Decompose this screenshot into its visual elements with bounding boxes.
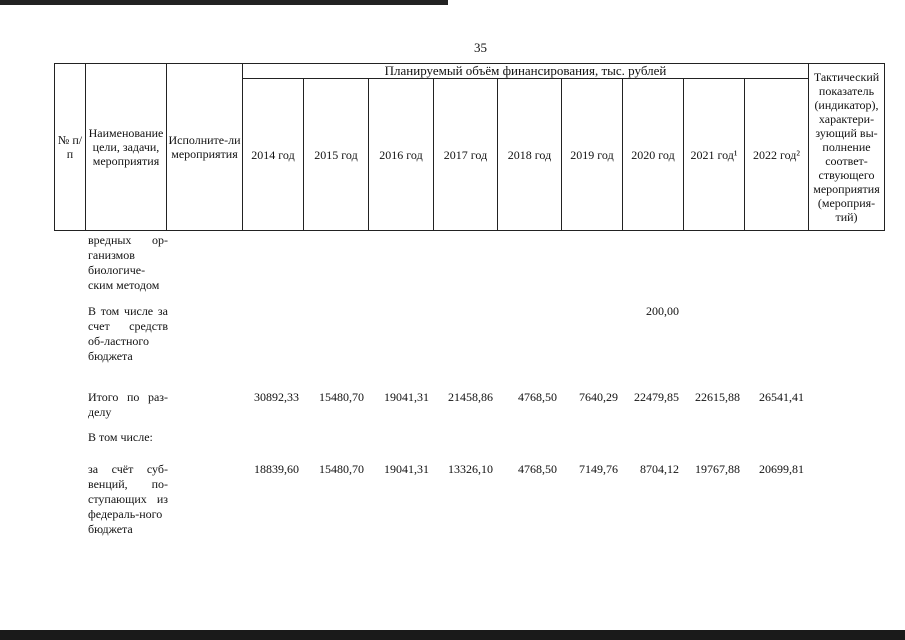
row-value: 8704,12 (640, 462, 679, 476)
header-year-text: 2015 год (314, 147, 358, 162)
header-year-text: 2022 год² (753, 147, 800, 162)
row-value: 15480,70 (319, 390, 364, 404)
header-year: 2016 год (368, 78, 434, 231)
header-year: 2017 год (433, 78, 498, 231)
header-no: № п/п (54, 63, 86, 231)
row-label: В том числе за счет средств об-ластного … (88, 304, 168, 363)
row-value: 7640,29 (579, 390, 618, 404)
scan-border-bottom (0, 630, 905, 640)
row-value: 15480,70 (319, 462, 364, 476)
row-value: 7149,76 (579, 462, 618, 476)
row-value: 4768,50 (518, 462, 557, 476)
header-year-text: 2021 год¹ (690, 147, 738, 162)
header-funding: Планируемый объём финансирования, тыс. р… (242, 63, 809, 79)
header-name-text: Наименование цели, задачи, мероприятия (88, 126, 164, 168)
header-executor-text: Исполните-ли мероприятия (168, 133, 241, 161)
row-value: 18839,60 (254, 462, 299, 476)
header-year: 2021 год¹ (683, 78, 745, 231)
header-year: 2014 год (242, 78, 304, 231)
header-year-text: 2016 год (379, 147, 423, 162)
row-label: В том числе: (88, 430, 153, 444)
header-year-text: 2017 год (443, 147, 488, 162)
row-value: 22479,85 (634, 390, 679, 404)
header-year: 2019 год (561, 78, 623, 231)
header-year: 2018 год (497, 78, 562, 231)
row-value: 4768,50 (518, 390, 557, 404)
row-value: 26541,41 (759, 390, 804, 404)
header-year-text: 2019 год (570, 147, 614, 162)
row-value: 200,00 (646, 304, 679, 318)
row-value: 19767,88 (695, 462, 740, 476)
header-year: 2022 год² (744, 78, 809, 231)
row-label: Итого по раз-делу (88, 390, 168, 419)
row-value: 19041,31 (384, 462, 429, 476)
row-value: 13326,10 (448, 462, 493, 476)
row-value: 20699,81 (759, 462, 804, 476)
header-no-text: № п/п (57, 133, 83, 161)
row-value: 30892,33 (254, 390, 299, 404)
header-year: 2015 год (303, 78, 369, 231)
header-year-text: 2020 год (631, 147, 675, 162)
header-year: 2020 год (622, 78, 684, 231)
row-value: 21458,86 (448, 390, 493, 404)
header-year-text: 2014 год (251, 147, 295, 162)
scan-border-top (0, 0, 448, 5)
row-label: за счёт суб-венций, по-ступающих из феде… (88, 462, 168, 536)
row-label: вредных ор-ганизмов биологиче-ским метод… (88, 233, 168, 292)
header-funding-text: Планируемый объём финансирования, тыс. р… (384, 63, 667, 78)
header-name: Наименование цели, задачи, мероприятия (85, 63, 167, 231)
header-indicator-text: Тактический показатель (индикатор), хара… (813, 70, 880, 224)
header-indicator: Тактический показатель (индикатор), хара… (808, 63, 885, 231)
row-value: 19041,31 (384, 390, 429, 404)
header-year-text: 2018 год (507, 147, 552, 162)
header-executor: Исполните-ли мероприятия (166, 63, 243, 231)
page-number: 35 (474, 40, 487, 55)
row-value: 22615,88 (695, 390, 740, 404)
